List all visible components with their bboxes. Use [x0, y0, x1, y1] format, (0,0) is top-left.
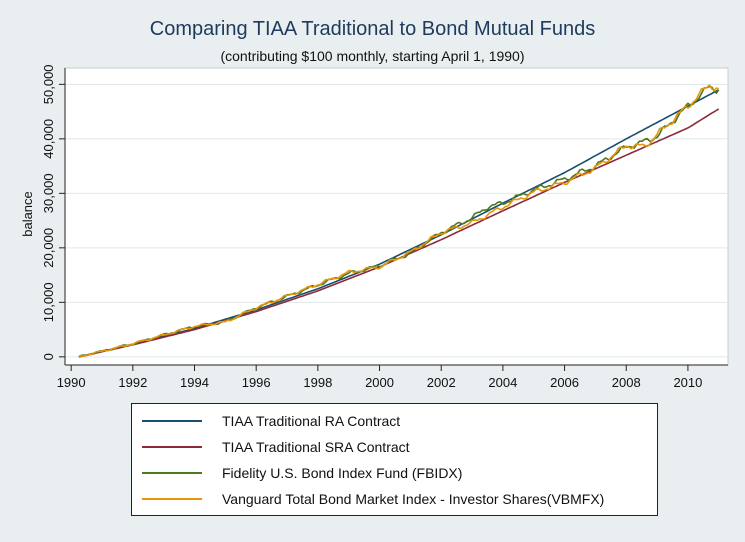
x-tick-label: 1996: [242, 375, 271, 390]
x-tick-label: 2004: [488, 375, 517, 390]
legend-swatch-tiaa-ra: [142, 420, 202, 422]
x-tick-label: 1994: [180, 375, 209, 390]
legend-label-tiaa-sra: TIAA Traditional SRA Contract: [222, 439, 410, 455]
legend-item-tiaa-sra: TIAA Traditional SRA Contract: [142, 437, 410, 457]
y-tick-label: 20,000: [41, 228, 56, 268]
legend-item-fbidx: Fidelity U.S. Bond Index Fund (FBIDX): [142, 463, 462, 483]
x-tick-label: 2010: [673, 375, 702, 390]
y-tick-label: 50,000: [41, 64, 56, 104]
x-tick-label: 2008: [612, 375, 641, 390]
axes-layer: 0 10,000 20,000 30,000 40,000 50,000 1990 1992 1…: [41, 64, 728, 390]
y-axis-label: balance: [20, 191, 35, 237]
x-tick-label: 2000: [365, 375, 394, 390]
y-tick-label: 30,000: [41, 173, 56, 213]
legend-item-vbmfx: Vanguard Total Bond Market Index - Inves…: [142, 489, 604, 509]
legend-label-fbidx: Fidelity U.S. Bond Index Fund (FBIDX): [222, 465, 463, 481]
chart-title: Comparing TIAA Traditional to Bond Mutua…: [149, 18, 596, 40]
legend-label-vbmfx: Vanguard Total Bond Market Index - Inves…: [222, 491, 605, 507]
y-tick-label: 0: [41, 353, 56, 360]
grid-layer: [65, 83, 728, 358]
legend-swatch-vbmfx: [142, 498, 202, 500]
series-layer: [78, 84, 720, 358]
x-tick-label: 2006: [550, 375, 579, 390]
x-tick-label: 1990: [57, 375, 86, 390]
x-tick-label: 2002: [427, 375, 456, 390]
plot-area: [64, 67, 729, 366]
chart-svg: 0 10,000 20,000 30,000 40,000 50,000 1990 1992 1…: [20, 64, 729, 390]
y-tick-label: 10,000: [41, 282, 56, 322]
legend: TIAA Traditional RA Contract TIAA Tradit…: [131, 403, 658, 516]
series-line-3: [78, 84, 719, 357]
chart-subtitle: (contributing $100 monthly, starting Apr…: [220, 48, 525, 64]
legend-item-tiaa-ra: TIAA Traditional RA Contract: [142, 411, 400, 431]
legend-swatch-fbidx: [142, 472, 202, 474]
legend-swatch-tiaa-sra: [142, 446, 202, 448]
x-tick-label: 1992: [118, 375, 147, 390]
series-line-0: [78, 89, 720, 358]
legend-label-tiaa-ra: TIAA Traditional RA Contract: [222, 413, 401, 429]
x-tick-label: 1998: [303, 375, 332, 390]
y-tick-label: 40,000: [41, 119, 56, 159]
